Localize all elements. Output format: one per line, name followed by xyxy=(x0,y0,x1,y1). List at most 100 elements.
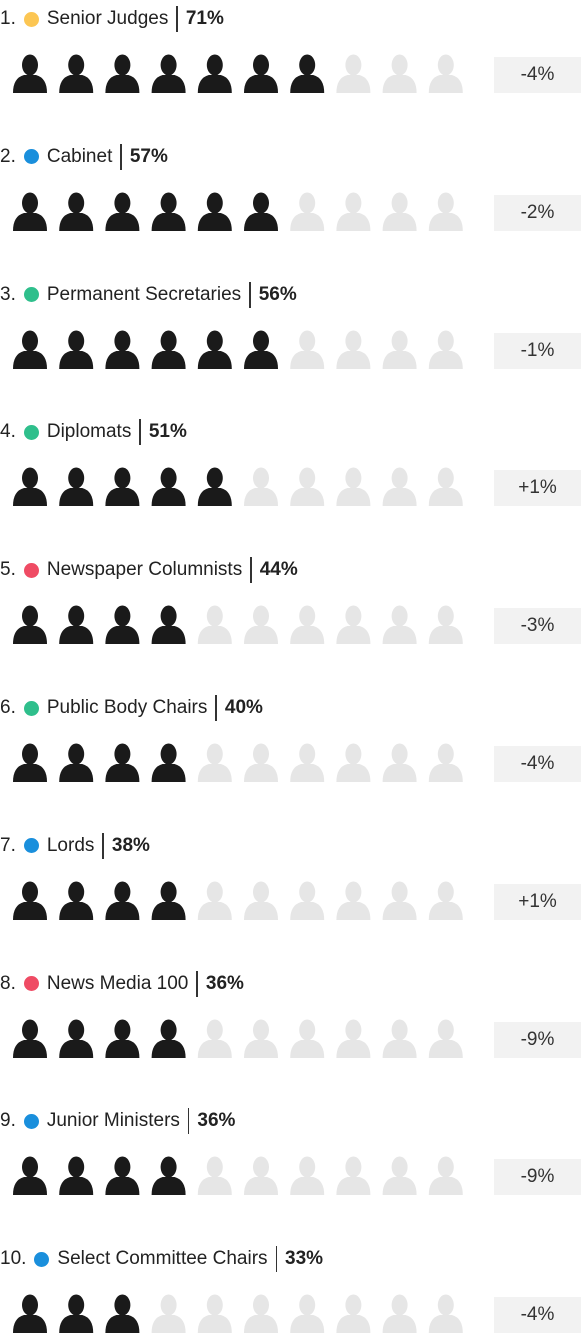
icon-body xyxy=(336,350,371,369)
icon-body xyxy=(336,626,371,645)
icon-body xyxy=(244,488,278,507)
icon-body xyxy=(290,212,325,231)
icon-head xyxy=(299,54,316,76)
icon-head xyxy=(391,1294,408,1316)
change-label: -9% xyxy=(520,1028,555,1050)
icon-body xyxy=(59,901,94,920)
color-dot xyxy=(23,424,39,440)
icon-head xyxy=(206,467,223,489)
person-icon xyxy=(197,192,232,231)
person-icon xyxy=(197,54,232,93)
change-label: -3% xyxy=(520,615,555,637)
person-icon xyxy=(382,743,417,782)
person-icon xyxy=(197,330,232,369)
person-icon xyxy=(13,605,47,645)
icon-body xyxy=(382,488,417,507)
icon-row xyxy=(13,1019,463,1058)
icon-head xyxy=(206,1019,223,1041)
change-label: +1% xyxy=(518,890,557,912)
icon-head xyxy=(437,330,454,352)
person-icon xyxy=(151,330,186,369)
row-title: 9. Junior Ministers 36% xyxy=(0,1106,235,1136)
icon-body xyxy=(13,350,47,369)
separator xyxy=(250,557,252,584)
color-dot xyxy=(23,11,39,27)
icon-head xyxy=(68,1019,85,1041)
icon-body xyxy=(13,1177,47,1196)
icon-body xyxy=(105,1039,140,1058)
row-title: 4. Diplomats 51% xyxy=(0,417,187,447)
row-title: 3. Permanent Secretaries 56% xyxy=(0,280,297,310)
separator xyxy=(176,6,178,32)
icon-body xyxy=(382,1177,417,1196)
icon-head xyxy=(345,54,362,76)
icon-body xyxy=(336,75,371,93)
icon-head xyxy=(22,605,38,627)
icon-head xyxy=(299,1019,316,1041)
icon-body xyxy=(59,75,94,93)
icon-head xyxy=(114,192,131,214)
change-label: -4% xyxy=(520,64,555,85)
person-icon xyxy=(290,192,325,231)
icon-body xyxy=(13,1315,47,1334)
icon-head xyxy=(391,1019,408,1041)
icon-body xyxy=(290,75,325,93)
icon-body xyxy=(382,1039,417,1058)
change-label: -4% xyxy=(520,1304,555,1326)
icon-body xyxy=(382,350,417,369)
category-label: Junior Ministers xyxy=(46,1110,180,1132)
icon-row xyxy=(13,192,463,231)
person-icon xyxy=(59,330,94,369)
value-label: 56% xyxy=(258,283,297,305)
person-icon xyxy=(13,54,47,93)
category-label: Cabinet xyxy=(46,145,113,167)
category-label: News Media 100 xyxy=(46,972,189,994)
icon-body xyxy=(290,1177,325,1196)
change-box: -1% xyxy=(494,332,581,369)
person-icon xyxy=(105,192,140,231)
icon-row xyxy=(13,1294,463,1334)
icon-body xyxy=(197,1039,232,1058)
icon-head xyxy=(114,1294,131,1316)
icon-head xyxy=(391,192,408,214)
icon-body xyxy=(244,75,278,93)
icon-head xyxy=(22,192,38,214)
icon-body xyxy=(197,488,232,507)
person-icon xyxy=(197,881,232,920)
person-icon xyxy=(151,743,186,782)
icon-body xyxy=(244,1039,278,1058)
icon-body xyxy=(197,350,232,369)
icon-body xyxy=(59,764,94,782)
icon-head xyxy=(114,743,131,765)
icon-body xyxy=(151,488,186,507)
icon-head xyxy=(160,605,177,627)
icon-body xyxy=(13,764,47,782)
person-icon xyxy=(336,743,371,782)
color-dot xyxy=(23,287,39,303)
icon-body xyxy=(428,212,463,231)
icon-body xyxy=(290,764,325,782)
person-icon xyxy=(336,330,371,369)
icon-body xyxy=(336,1177,371,1196)
icon-row xyxy=(13,1156,463,1196)
rank: 8. xyxy=(0,972,16,994)
person-icon xyxy=(244,467,278,507)
separator xyxy=(139,419,141,446)
icon-body xyxy=(382,626,417,645)
person-icon xyxy=(290,54,325,93)
icon-body xyxy=(59,212,94,231)
person-icon xyxy=(290,1156,325,1196)
person-icon xyxy=(59,881,94,920)
icon-body xyxy=(151,1039,186,1058)
icon-body xyxy=(197,212,232,231)
icon-body xyxy=(382,1315,417,1334)
icon-head xyxy=(299,881,316,903)
person-icon xyxy=(13,1156,47,1196)
icon-head xyxy=(253,743,269,765)
icon-body xyxy=(151,1177,186,1196)
person-icon xyxy=(59,54,94,93)
person-icon xyxy=(151,1156,186,1196)
icon-body xyxy=(105,1177,140,1196)
icon-head xyxy=(299,1156,316,1178)
category-label: Newspaper Columnists xyxy=(46,559,243,581)
